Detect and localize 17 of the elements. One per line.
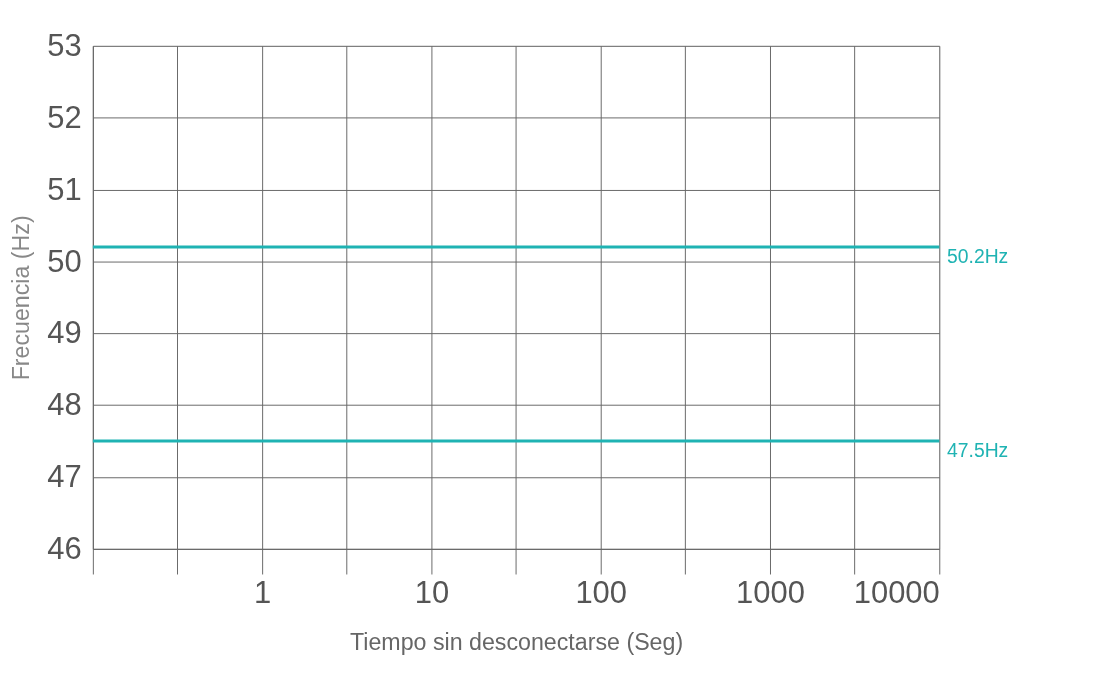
y-tick-label: 46 [47, 531, 82, 567]
y-tick-label: 52 [47, 99, 82, 135]
y-tick-label: 49 [47, 315, 82, 351]
y-tick-label: 53 [47, 28, 82, 63]
ref-line-label: 47.5Hz [947, 438, 1009, 461]
x-tick-label: 100 [575, 574, 628, 610]
y-tick-label: 47 [47, 459, 82, 495]
x-tick-label: 10000 [853, 574, 940, 610]
x-axis-title: Tiempo sin desconectarse (Seg) [349, 628, 684, 655]
y-axis-title: Frecuencia (Hz) [7, 215, 34, 381]
y-tick-label: 51 [47, 171, 82, 207]
x-tick-label: 1 [254, 574, 272, 610]
y-tick-label: 50 [47, 243, 82, 279]
x-tick-label: 1000 [736, 574, 805, 610]
x-tick-label: 10 [414, 574, 450, 610]
ref-line-label: 50.2Hz [947, 244, 1009, 267]
y-tick-label: 48 [47, 387, 82, 423]
